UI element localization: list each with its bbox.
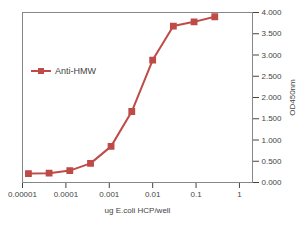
svg-text:2.000: 2.000	[262, 93, 283, 102]
svg-text:0.00001: 0.00001	[8, 190, 37, 199]
svg-text:0.0001: 0.0001	[54, 190, 79, 199]
svg-text:1: 1	[237, 190, 242, 199]
svg-text:0.500: 0.500	[262, 157, 283, 166]
svg-text:2.500: 2.500	[262, 72, 283, 81]
svg-text:1.500: 1.500	[262, 114, 283, 123]
svg-text:3.000: 3.000	[262, 51, 283, 60]
svg-text:0.000: 0.000	[262, 178, 283, 187]
svg-text:1.000: 1.000	[262, 136, 283, 145]
svg-text:0.1: 0.1	[190, 190, 202, 199]
svg-text:0.01: 0.01	[145, 190, 161, 199]
svg-text:ug E.coli HCP/well: ug E.coli HCP/well	[105, 206, 171, 215]
html-text:Anti-HMW: Anti-HMW	[55, 66, 96, 76]
svg-text:OD450nm: OD450nm	[288, 79, 297, 116]
svg-text:0.001: 0.001	[99, 190, 120, 199]
svg-text:3.500: 3.500	[262, 29, 283, 38]
svg-text:4.000: 4.000	[262, 8, 283, 17]
